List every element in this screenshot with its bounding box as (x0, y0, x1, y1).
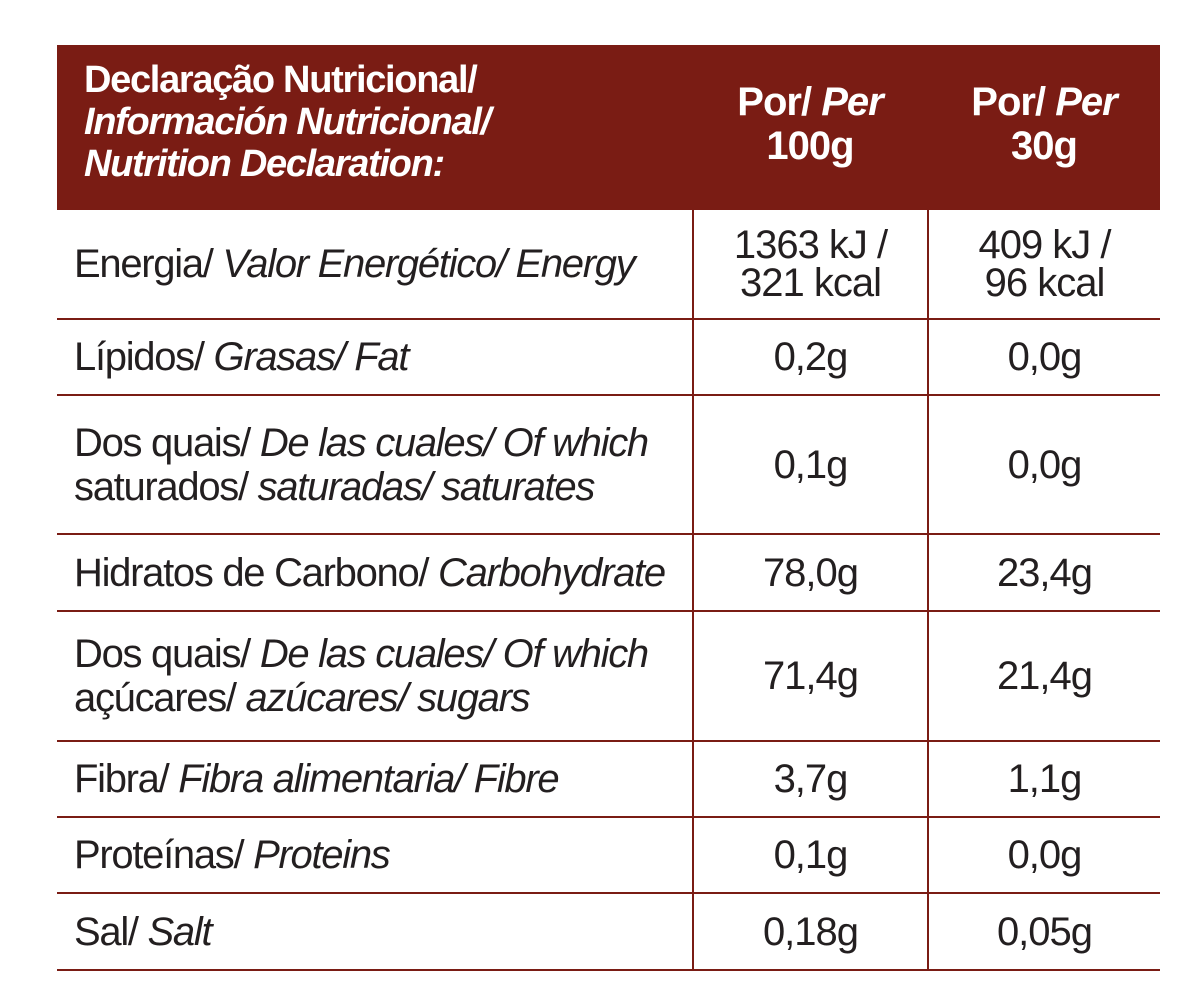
value-per-100g: 0,2g (694, 320, 929, 394)
value-per-100g: 71,4g (694, 612, 929, 740)
table-row-fat: Lípidos/ Grasas/ Fat 0,2g 0,0g (57, 320, 1160, 396)
table-row-fibre: Fibra/ Fibra alimentaria/ Fibre 3,7g 1,1… (57, 742, 1160, 818)
header-col-30g: Por/ Per 30g (928, 45, 1160, 210)
value-per-30g: 0,0g (1007, 833, 1083, 877)
header-col-30g-per: Por/ Per (971, 79, 1117, 124)
table-row-sugars: Dos quais/ De las cuales/ Of which açúca… (57, 612, 1160, 742)
value-per-100g: 0,1g (694, 396, 929, 533)
header-title-es: Información Nutricional/ (84, 101, 491, 143)
table-row-carbohydrate: Hidratos de Carbono/ Carbohydrate 78,0g … (57, 535, 1160, 612)
row-label: Sal/ Salt (57, 894, 694, 969)
table-row-energy: Energia/ Valor Energético/ Energy 1363 k… (57, 210, 1160, 320)
value-per-100g: 0,1g (694, 818, 929, 892)
table-row-proteins: Proteínas/ Proteins 0,1g 0,0g (57, 818, 1160, 894)
value-per-100g: 78,0g (694, 535, 929, 610)
header-col-100g-amount: 100g (766, 123, 854, 168)
value-per-30g: 0,05g (996, 909, 1093, 954)
value-per-30g: 1,1g (1007, 757, 1083, 801)
value-per-100g: 3,7g (694, 742, 929, 816)
table-row-saturates: Dos quais/ De las cuales/ Of which satur… (57, 396, 1160, 535)
header-title-pt: Declaração Nutricional/ (84, 59, 478, 101)
value-per-100g: 1363 kJ / 321 kcal (694, 210, 929, 318)
value-per-30g: 409 kJ / 96 kcal (978, 223, 1111, 305)
table-row-salt: Sal/ Salt 0,18g 0,05g (57, 894, 1160, 971)
header-title: Declaração Nutricional/ Información Nutr… (57, 45, 692, 210)
row-label: Lípidos/ Grasas/ Fat (57, 320, 694, 394)
header-col-100g: Por/ Per 100g (692, 45, 928, 210)
row-label: Energia/ Valor Energético/ Energy (57, 210, 694, 318)
value-per-100g: 0,18g (694, 894, 929, 969)
header-col-30g-amount: 30g (1011, 123, 1078, 168)
row-label: Proteínas/ Proteins (57, 818, 694, 892)
row-label: Fibra/ Fibra alimentaria/ Fibre (57, 742, 694, 816)
row-label: Dos quais/ De las cuales/ Of which açúca… (57, 612, 694, 740)
header-col-100g-per: Por/ Per (737, 79, 883, 124)
nutrition-table: Declaração Nutricional/ Información Nutr… (57, 45, 1160, 971)
value-per-30g: 23,4g (996, 550, 1093, 595)
value-per-30g: 21,4g (996, 654, 1093, 698)
row-label: Hidratos de Carbono/ Carbohydrate (57, 535, 694, 610)
header-title-en: Nutrition Declaration: (84, 143, 445, 185)
value-per-30g: 0,0g (1007, 442, 1083, 487)
table-header: Declaração Nutricional/ Información Nutr… (57, 45, 1160, 210)
value-per-30g: 0,0g (1007, 335, 1083, 379)
row-label: Dos quais/ De las cuales/ Of which satur… (57, 396, 694, 533)
